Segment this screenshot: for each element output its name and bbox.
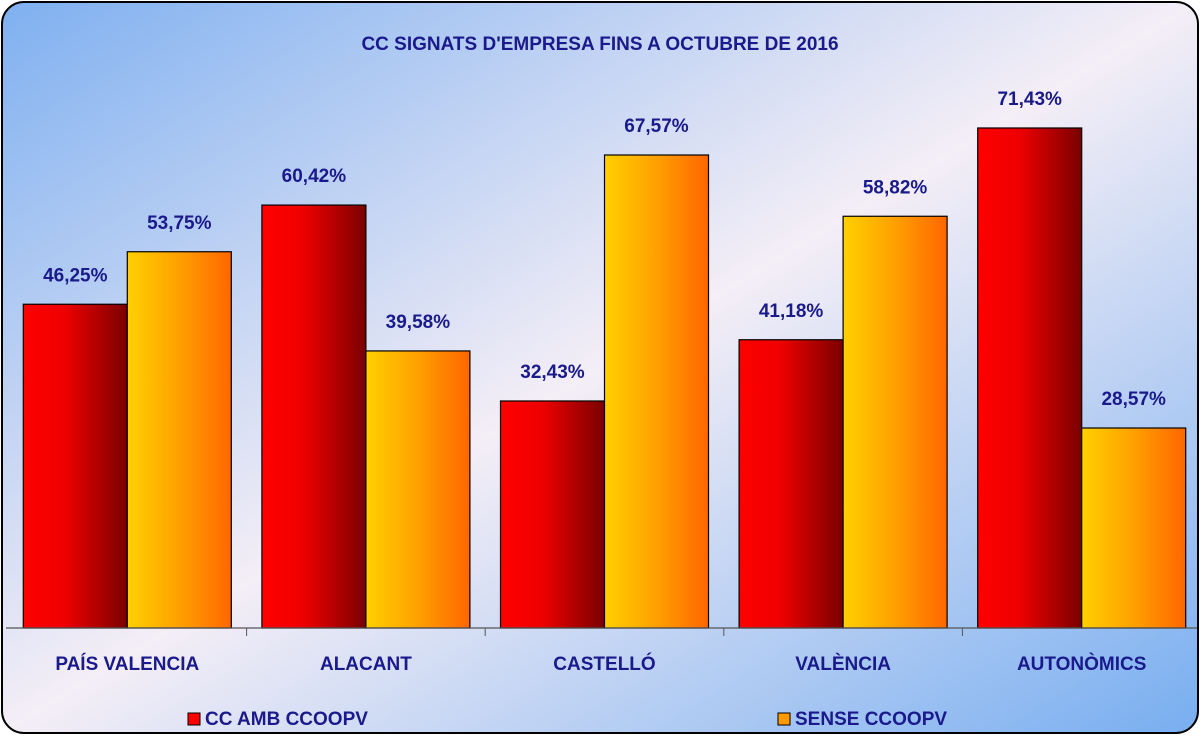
bar [365,350,471,629]
bar [603,154,710,629]
bar [1081,427,1187,629]
legend-label: CC AMB CCOOPV [205,709,368,730]
bar [977,127,1083,629]
value-label: 32,43% [520,362,585,383]
chart-title: CC SIGNATS D'EMPRESA FINS A OCTUBRE DE 2… [361,34,838,55]
x-tick-label: VALÈNCIA [795,653,891,675]
bar [22,303,128,629]
value-label: 39,58% [386,312,451,333]
x-tick-label: AUTONÒMICS [1017,653,1146,675]
bar [842,215,948,629]
x-tick-label: ALACANT [320,654,412,675]
value-label: 41,18% [759,301,824,322]
value-label: 58,82% [863,177,928,198]
legend-swatch [777,712,791,726]
value-label: 28,57% [1101,389,1166,410]
value-label: 71,43% [997,89,1062,110]
bar [261,204,367,629]
bar [499,400,606,629]
x-tick-label: CASTELLÓ [553,653,655,675]
value-label: 67,57% [624,116,689,137]
value-label: 53,75% [147,213,212,234]
legend-label: SENSE CCOOPV [795,709,947,730]
value-label: 46,25% [43,265,108,286]
legend-swatch [187,712,201,726]
bar [738,339,844,629]
bar [126,251,232,629]
x-tick-label: PAÍS VALENCIA [55,653,199,675]
value-label: 60,42% [282,166,347,187]
